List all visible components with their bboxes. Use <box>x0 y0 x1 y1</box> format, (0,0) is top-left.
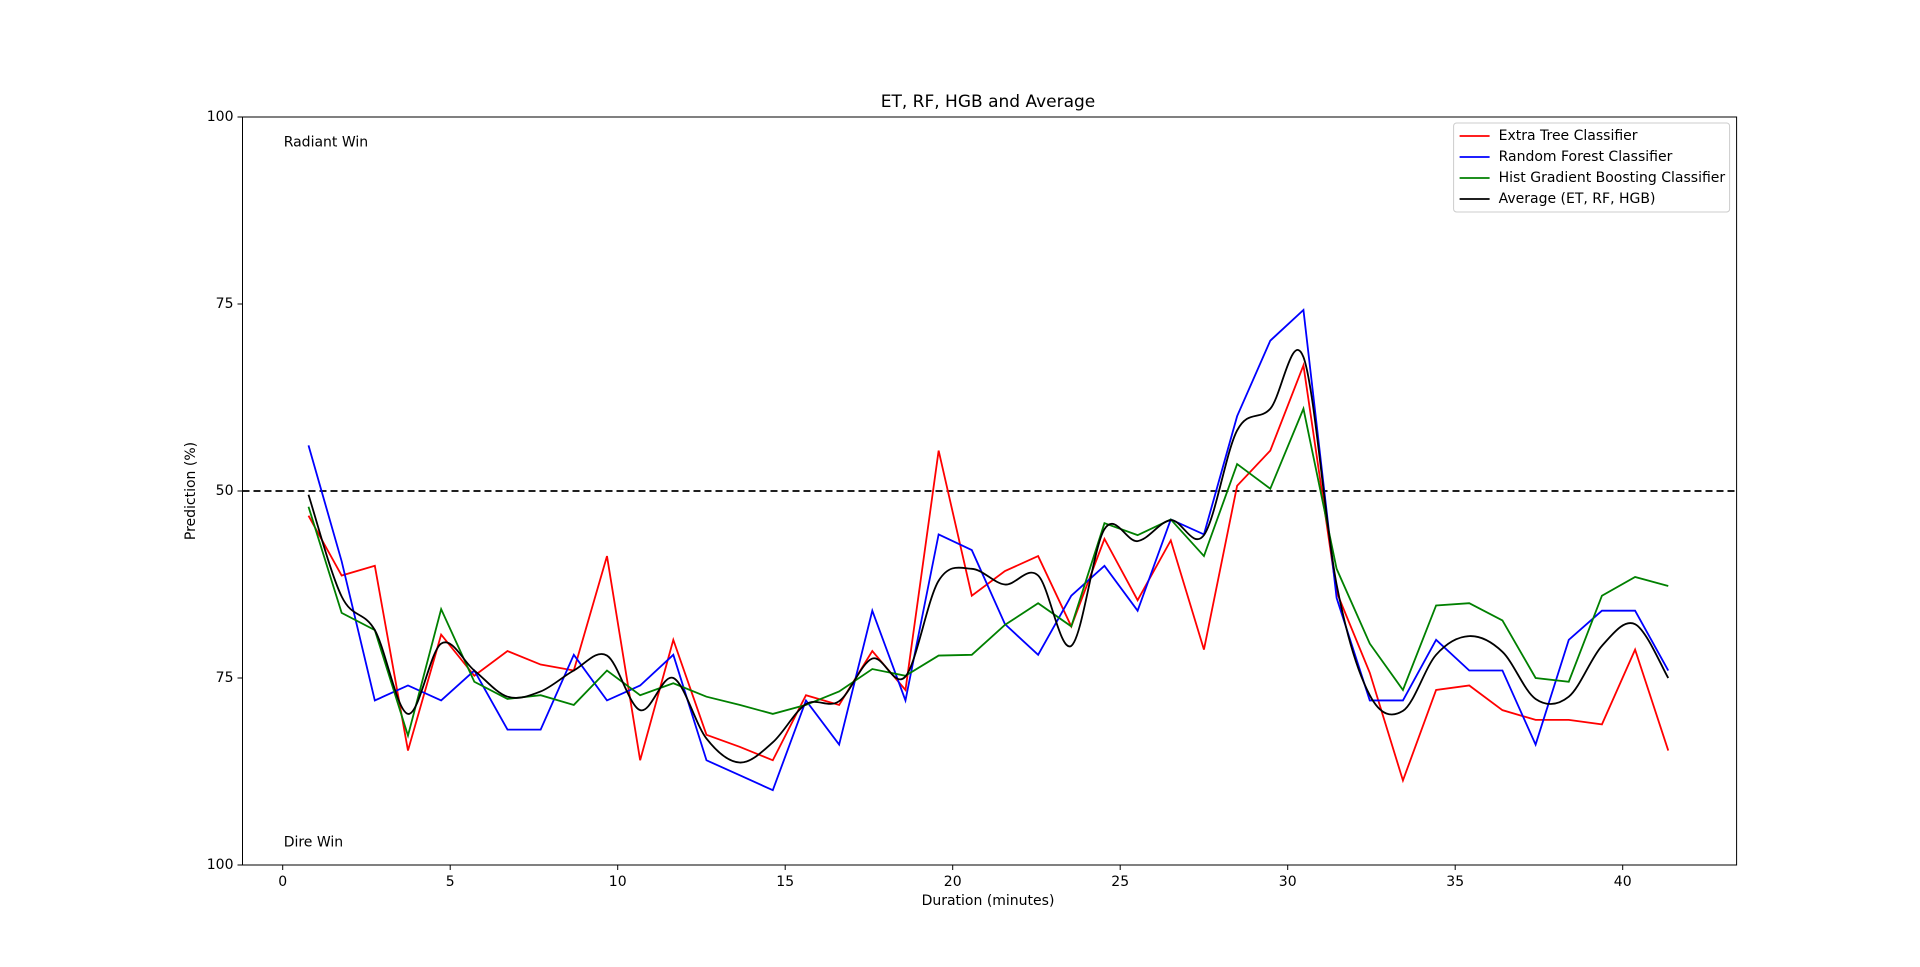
legend: Extra Tree Classifier Random Forest Class… <box>1453 122 1731 213</box>
x-tick-label: 10 <box>609 874 627 890</box>
chart-title: ET, RF, HGB and Average <box>881 92 1096 112</box>
annotation: Dire Win <box>284 835 343 851</box>
series-line <box>307 349 1670 764</box>
legend-label: Random Forest Classifier <box>1499 149 1673 165</box>
x-tick-label: 35 <box>1446 874 1464 890</box>
plot-area <box>242 308 1737 792</box>
axes-frame <box>242 116 1738 866</box>
y-tick-label: 75 <box>216 296 234 312</box>
y-axis-label: Prediction (%) <box>183 442 199 540</box>
x-tick-label: 25 <box>1111 874 1129 890</box>
x-tick-label: 0 <box>278 874 287 890</box>
x-tick-label: 30 <box>1279 874 1297 890</box>
x-tick-label: 15 <box>776 874 794 890</box>
y-tick-label: 75 <box>216 670 234 686</box>
legend-label: Hist Gradient Boosting Classifier <box>1499 170 1726 186</box>
y-tick-label: 50 <box>216 483 234 499</box>
legend-label: Extra Tree Classifier <box>1499 128 1638 144</box>
x-tick-label: 40 <box>1614 874 1632 890</box>
legend-label: Average (ET, RF, HGB) <box>1499 191 1656 207</box>
series-line <box>307 361 1670 784</box>
annotation: Radiant Win <box>284 134 368 150</box>
x-tick-label: 5 <box>446 874 455 890</box>
x-axis-label: Duration (minutes) <box>922 893 1055 909</box>
series-line <box>307 405 1669 739</box>
legend-box <box>1453 122 1731 213</box>
series-line <box>307 308 1670 792</box>
x-tick-label: 20 <box>944 874 962 890</box>
y-tick-label: 100 <box>207 109 234 125</box>
y-tick-label: 100 <box>207 857 234 873</box>
